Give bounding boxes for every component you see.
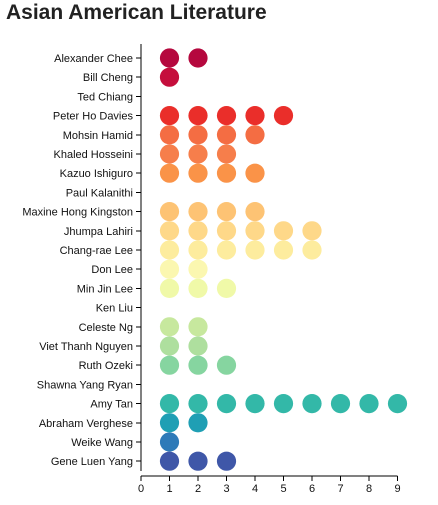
dot [273,240,294,260]
dot [245,202,265,222]
dot [159,67,180,87]
dot [159,106,180,126]
dot [245,221,265,241]
dot [216,355,237,375]
dot [159,125,180,145]
x-tick-label: 2 [195,483,201,495]
y-tick-label: Jhumpa Lahiri [64,226,133,238]
dot [359,394,379,414]
dot [245,106,265,126]
y-tick-label: Paul Kalanithi [66,187,133,199]
y-tick-label: Ruth Ozeki [79,360,133,372]
dot [216,144,237,164]
dot [159,240,180,260]
dot [159,432,180,452]
x-tick-label: 8 [366,483,372,495]
dot [159,394,180,414]
y-tick-label: Khaled Hosseini [54,149,134,161]
dot [302,240,322,260]
dot [216,240,237,260]
dot [245,394,265,414]
dot [159,48,180,68]
dot [188,336,208,356]
dot [245,163,265,183]
dot [188,240,208,260]
dot [188,278,208,298]
dot [188,317,208,337]
dot [159,355,180,375]
dot [159,259,180,279]
dot [188,125,208,145]
dot [216,451,237,471]
y-tick-label: Viet Thanh Nguyen [39,341,133,353]
y-tick-label: Min Jin Lee [77,283,133,295]
y-tick-label: Bill Cheng [83,72,133,84]
dot [216,221,237,241]
y-tick-label: Shawna Yang Ryan [37,379,133,391]
dot [188,202,208,222]
y-tick-label: Maxine Hong Kingston [22,207,133,219]
y-tick-label: Mohsin Hamid [63,130,133,142]
dot [159,144,180,164]
dot [188,413,208,433]
y-tick-label: Kazuo Ishiguro [60,168,133,180]
dot [216,106,237,126]
dot [330,394,351,414]
x-tick-label: 5 [280,483,286,495]
dot [188,451,208,471]
y-tick-label: Chang-rae Lee [60,245,133,257]
dot [216,394,237,414]
x-tick-label: 9 [394,483,400,495]
dot [188,259,208,279]
dot [188,163,208,183]
x-tick-label: 7 [337,483,343,495]
y-tick-label: Ken Liu [96,303,133,315]
y-tick-label: Ted Chiang [77,91,133,103]
y-tick-label: Amy Tan [90,399,133,411]
y-tick-label: Peter Ho Davies [53,111,134,123]
dot [188,355,208,375]
dot [273,106,294,126]
y-tick-label: Alexander Chee [54,53,133,65]
dot [188,221,208,241]
dot [159,163,180,183]
y-tick-label: Weike Wang [71,437,133,449]
dot [302,221,322,241]
dot [159,221,180,241]
dot [159,202,180,222]
dot [216,202,237,222]
dot [216,163,237,183]
dot [159,317,180,337]
dot [159,336,180,356]
dot [188,48,208,68]
x-tick-label: 0 [138,483,144,495]
dot [387,394,408,414]
y-tick-label: Don Lee [91,264,133,276]
dot [188,106,208,126]
chart-title: Asian American Literature [6,1,267,24]
dot [188,394,208,414]
y-tick-label: Abraham Verghese [39,418,133,430]
dot [216,278,237,298]
x-tick-label: 3 [223,483,229,495]
dot [216,125,237,145]
x-tick-label: 6 [309,483,315,495]
dot [273,221,294,241]
dot [188,144,208,164]
dot [273,394,294,414]
dot [245,240,265,260]
dot [302,394,322,414]
dot [159,278,180,298]
y-tick-label: Gene Luen Yang [51,456,133,468]
dot [245,125,265,145]
y-tick-label: Celeste Ng [79,322,133,334]
x-tick-label: 4 [252,483,258,495]
x-tick-label: 1 [166,483,172,495]
dot [159,413,180,433]
dot [159,451,180,471]
